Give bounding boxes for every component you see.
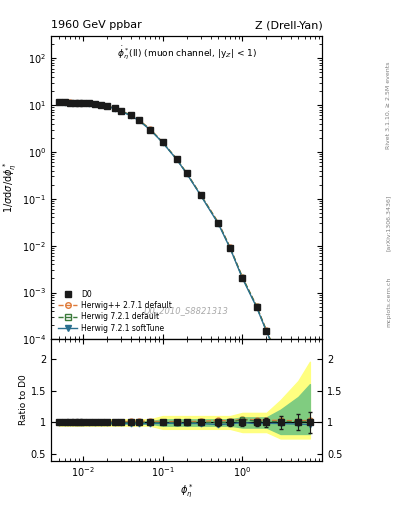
Text: Rivet 3.1.10, ≥ 2.5M events: Rivet 3.1.10, ≥ 2.5M events (386, 61, 391, 149)
Text: $\dot{\phi}^*_{\eta}$(ll) (muon channel, |y$_Z$| < 1): $\dot{\phi}^*_{\eta}$(ll) (muon channel,… (117, 45, 257, 62)
Text: mcplots.cern.ch: mcplots.cern.ch (386, 276, 391, 327)
Y-axis label: Ratio to D0: Ratio to D0 (19, 375, 28, 425)
Text: 1960 GeV ppbar: 1960 GeV ppbar (51, 20, 142, 31)
Text: [arXiv:1306.3436]: [arXiv:1306.3436] (386, 195, 391, 251)
Text: Z (Drell-Yan): Z (Drell-Yan) (255, 20, 322, 31)
Legend: D0, Herwig++ 2.7.1 default, Herwig 7.2.1 default, Herwig 7.2.1 softTune: D0, Herwig++ 2.7.1 default, Herwig 7.2.1… (55, 287, 175, 335)
Y-axis label: 1/$\sigma$d$\sigma$/d$\phi^*_{\eta}$: 1/$\sigma$d$\sigma$/d$\phi^*_{\eta}$ (2, 162, 19, 213)
X-axis label: $\phi^*_{\eta}$: $\phi^*_{\eta}$ (180, 482, 193, 500)
Text: D0_2010_S8821313: D0_2010_S8821313 (144, 306, 229, 315)
